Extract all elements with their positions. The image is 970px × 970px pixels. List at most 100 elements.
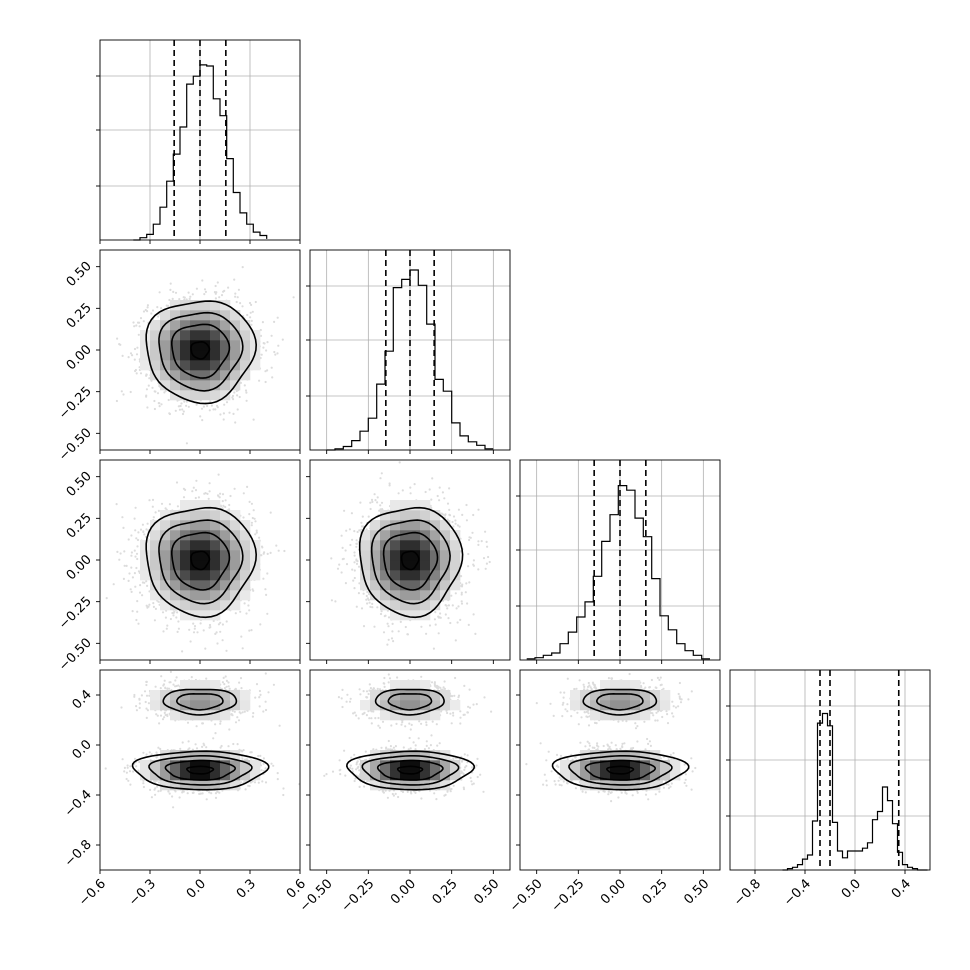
density-cell [210,370,221,381]
contour-line [345,750,476,791]
density-cell [180,370,191,381]
density-cell [420,570,431,581]
density-cell [400,580,411,591]
density-cell [170,530,181,541]
contour-line [361,755,460,786]
density-cell [210,760,221,771]
density-cell [240,320,251,331]
density-cell [180,550,191,561]
density-cell [230,780,241,791]
density-cell [210,570,221,581]
y-tick-label: 0.00 [64,552,95,583]
density-cell [200,380,211,391]
density-cell [670,770,681,781]
contour-line [605,765,635,775]
density-cell [430,540,441,551]
density-cell [420,520,431,531]
density-cell [170,570,181,581]
density-cell [180,750,191,761]
y-tick-label: −0.50 [56,636,95,675]
density-cell [200,700,211,711]
density-cell [430,600,441,611]
density-cell [180,350,191,361]
y-tick-label: 0.25 [64,511,95,542]
density-cell [410,540,421,551]
density-cell [400,530,411,541]
density-cell [240,530,251,541]
x-tick-label: −0.4 [781,876,814,909]
density-cell [170,370,181,381]
density-cell [580,690,591,701]
density-cell [390,680,401,691]
density-cell [150,520,161,531]
density-cell [180,320,191,331]
density-cell [200,570,211,581]
density-cell [400,680,411,691]
density-cell [450,530,461,541]
density-cell [170,380,181,391]
density-cell [430,570,441,581]
panel-frame [729,669,931,871]
density-cell [620,680,631,691]
density-cell [160,540,171,551]
density-cell [250,550,261,561]
density-cell [180,570,191,581]
density-cell [200,510,211,521]
density-cell [180,590,191,601]
density-cell [210,560,221,571]
histogram-steps [526,485,710,660]
density-cell [440,520,451,531]
contour-line [358,506,464,619]
density-cell [380,520,391,531]
density-cell [240,330,251,341]
density-cell [440,570,451,581]
density-cell [210,590,221,601]
density-cell [400,520,411,531]
density-cell [200,610,211,621]
density-cell [170,600,181,611]
density-cell [440,690,451,701]
density-cell [220,370,231,381]
density-cell [150,760,161,771]
density-cell [210,320,221,331]
density-cell [200,340,211,351]
density-cell [370,550,381,561]
density-cell [230,350,241,361]
density-cell [640,780,651,791]
density-cell [190,540,201,551]
x-tick-label: 0.0 [839,876,864,901]
density-cell [360,760,371,771]
density-cell [430,780,441,791]
density-cell [220,570,231,581]
density-cell [220,710,231,721]
density-cell [610,680,621,691]
x-tick-label: −0.3 [126,876,159,909]
density-cell [360,570,371,581]
density-cell [160,750,171,761]
density-cell [450,550,461,561]
density-cell [140,550,151,561]
density-cell [200,310,211,321]
density-cell [600,770,611,781]
density-cell [380,570,391,581]
density-cell [200,300,211,311]
density-cell [220,550,231,561]
density-cell [400,560,411,571]
density-cell [630,760,641,771]
density-cell [160,770,171,781]
density-cell [200,330,211,341]
y-tick-label: −0.50 [56,426,95,465]
density-cell [450,540,461,551]
density-cell [420,750,431,761]
density-cell [390,600,401,611]
density-cell [160,780,171,791]
density-cell [140,540,151,551]
density-cell [140,570,151,581]
density-cell [180,560,191,571]
density-cell [210,700,221,711]
density-cell [230,340,241,351]
density-cell [160,600,171,611]
density-cell [400,570,411,581]
density-cell [430,550,441,561]
